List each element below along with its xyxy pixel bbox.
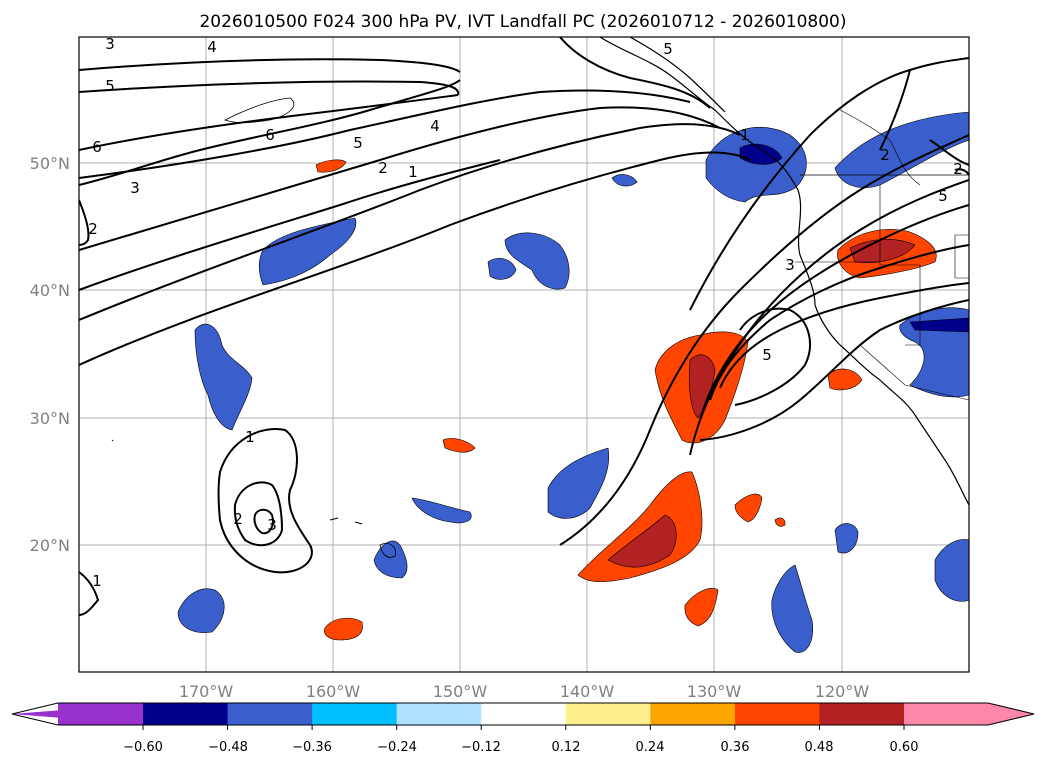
colorbar-segment bbox=[312, 703, 398, 725]
colorbar-segment bbox=[143, 703, 229, 725]
lon-label-170w: 170°W bbox=[179, 682, 234, 701]
colorbar-tick-label: 0.12 bbox=[552, 740, 581, 755]
contour-label: 5 bbox=[353, 134, 363, 152]
contour-label: 1 bbox=[245, 428, 255, 446]
colorbar-tick-label: 0.36 bbox=[721, 740, 750, 755]
contour-label: 5 bbox=[938, 187, 948, 205]
contour-label: 2 bbox=[880, 146, 890, 164]
contour-label: 4 bbox=[430, 117, 440, 135]
lat-label-50n: 50°N bbox=[30, 154, 70, 173]
lon-label-150w: 150°W bbox=[433, 682, 488, 701]
colorbar-tick-labels: −0.60 −0.48 −0.36 −0.24 −0.12 0.12 0.24 … bbox=[123, 740, 918, 755]
latitude-labels: 50°N 40°N 30°N 20°N bbox=[30, 154, 70, 555]
contour-label: 3 bbox=[130, 179, 140, 197]
contour-labels: 3 4 5 6 5 4 6 2 1 3 2 1 2 5 2 5 3 5 1 2 … bbox=[88, 35, 963, 590]
contour-label: 1 bbox=[92, 572, 102, 590]
negative-anomalies bbox=[177, 111, 969, 653]
colorbar-tick-label: −0.12 bbox=[461, 740, 501, 755]
colorbar-segment bbox=[481, 703, 567, 725]
colorbar-outline bbox=[11, 702, 1035, 726]
colorbar-segment bbox=[565, 703, 651, 725]
contour-label: 2 bbox=[953, 160, 963, 178]
colorbar-segment bbox=[396, 703, 482, 725]
colorbar-extension-low bbox=[12, 703, 151, 725]
lat-label-40n: 40°N bbox=[30, 281, 70, 300]
lat-label-20n: 20°N bbox=[30, 536, 70, 555]
colorbar-tick-label: 0.24 bbox=[636, 740, 665, 755]
lat-label-30n: 30°N bbox=[30, 409, 70, 428]
contour-label: 6 bbox=[265, 126, 275, 144]
contour-label: 4 bbox=[207, 38, 217, 56]
colorbar-ticks bbox=[142, 725, 905, 730]
contour-label: 3 bbox=[105, 35, 115, 53]
colorbar-tick-label: 0.60 bbox=[890, 740, 919, 755]
contour-label: 2 bbox=[88, 220, 98, 238]
map-frame bbox=[78, 36, 970, 673]
colorbar-tick-label: −0.48 bbox=[208, 740, 248, 755]
colorbar-segment bbox=[227, 703, 313, 725]
contour-label: 5 bbox=[663, 40, 673, 58]
colorbar-tick-label: −0.60 bbox=[123, 740, 163, 755]
colorbar-segment bbox=[819, 703, 905, 725]
colorbar-tick-label: −0.24 bbox=[377, 740, 417, 755]
contour-label: 5 bbox=[105, 77, 115, 95]
colorbar-segment bbox=[734, 703, 820, 725]
contour-label: 2 bbox=[378, 159, 388, 177]
contour-label: 5 bbox=[762, 346, 772, 364]
lon-label-140w: 140°W bbox=[560, 682, 615, 701]
colorbar-extension-high bbox=[904, 703, 1034, 725]
contour-label: 2 bbox=[233, 510, 243, 528]
lon-label-160w: 160°W bbox=[306, 682, 361, 701]
colorbar-tick-label: −0.36 bbox=[292, 740, 332, 755]
contour-label: 3 bbox=[267, 516, 277, 534]
longitude-labels: 170°W 160°W 150°W 140°W 130°W 120°W bbox=[179, 682, 870, 701]
figure-title: 2026010500 F024 300 hPa PV, IVT Landfall… bbox=[199, 12, 846, 32]
colorbar-segments bbox=[12, 703, 1034, 725]
colorbar-tick-label: 0.48 bbox=[805, 740, 834, 755]
lon-label-120w: 120°W bbox=[815, 682, 870, 701]
lon-label-130w: 130°W bbox=[687, 682, 742, 701]
contour-label: 1 bbox=[740, 126, 750, 144]
contour-label: 3 bbox=[785, 256, 795, 274]
map-content: 3 4 5 6 5 4 6 2 1 3 2 1 2 5 2 5 3 5 1 2 … bbox=[79, 35, 969, 672]
contour-label: 1 bbox=[408, 163, 418, 181]
positive-anomalies bbox=[315, 159, 937, 641]
ivt-contours bbox=[79, 37, 969, 616]
contour-label: 6 bbox=[92, 138, 102, 156]
colorbar-segment bbox=[650, 703, 736, 725]
colorbar: −0.60 −0.48 −0.36 −0.24 −0.12 0.12 0.24 … bbox=[11, 702, 1035, 755]
